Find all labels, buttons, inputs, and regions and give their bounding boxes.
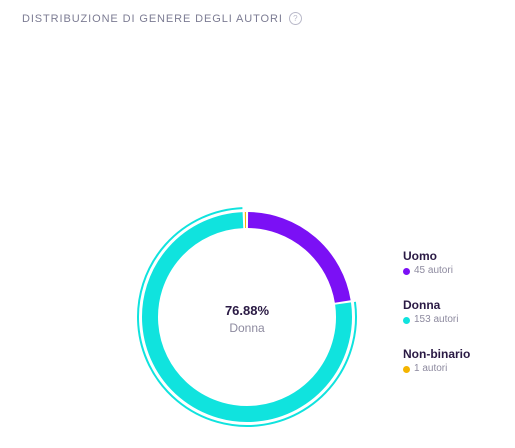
chart-title: DISTRIBUZIONE DI GENERE DEGLI AUTORI <box>22 12 283 25</box>
legend-swatch <box>403 365 410 373</box>
legend-swatch <box>403 267 410 275</box>
legend-swatch <box>403 316 410 324</box>
center-label: Donna <box>229 321 265 335</box>
legend-count: 1 autori <box>414 363 448 374</box>
legend-item-uomo[interactable]: Uomo 45 autori <box>403 248 470 278</box>
legend-item-donna[interactable]: Donna 153 autori <box>403 297 470 327</box>
legend-item-non-binario[interactable]: Non-binario 1 autori <box>403 346 470 376</box>
question-circle-icon[interactable]: ? <box>288 12 302 25</box>
chart-header: DISTRIBUZIONE DI GENERE DEGLI AUTORI ? <box>22 12 302 25</box>
legend: Uomo 45 autori Donna 153 autori Non-bina… <box>403 248 470 395</box>
donut-slice-uomo[interactable] <box>247 212 351 303</box>
legend-count: 45 autori <box>414 265 453 276</box>
legend-label: Uomo <box>403 249 437 263</box>
legend-count: 153 autori <box>414 314 459 325</box>
legend-label: Donna <box>403 298 441 312</box>
center-percent: 76.88% <box>224 303 270 318</box>
donut-slice-donna[interactable] <box>142 212 352 422</box>
donut-highlight-ring <box>137 207 357 427</box>
legend-label: Non-binario <box>403 347 471 361</box>
